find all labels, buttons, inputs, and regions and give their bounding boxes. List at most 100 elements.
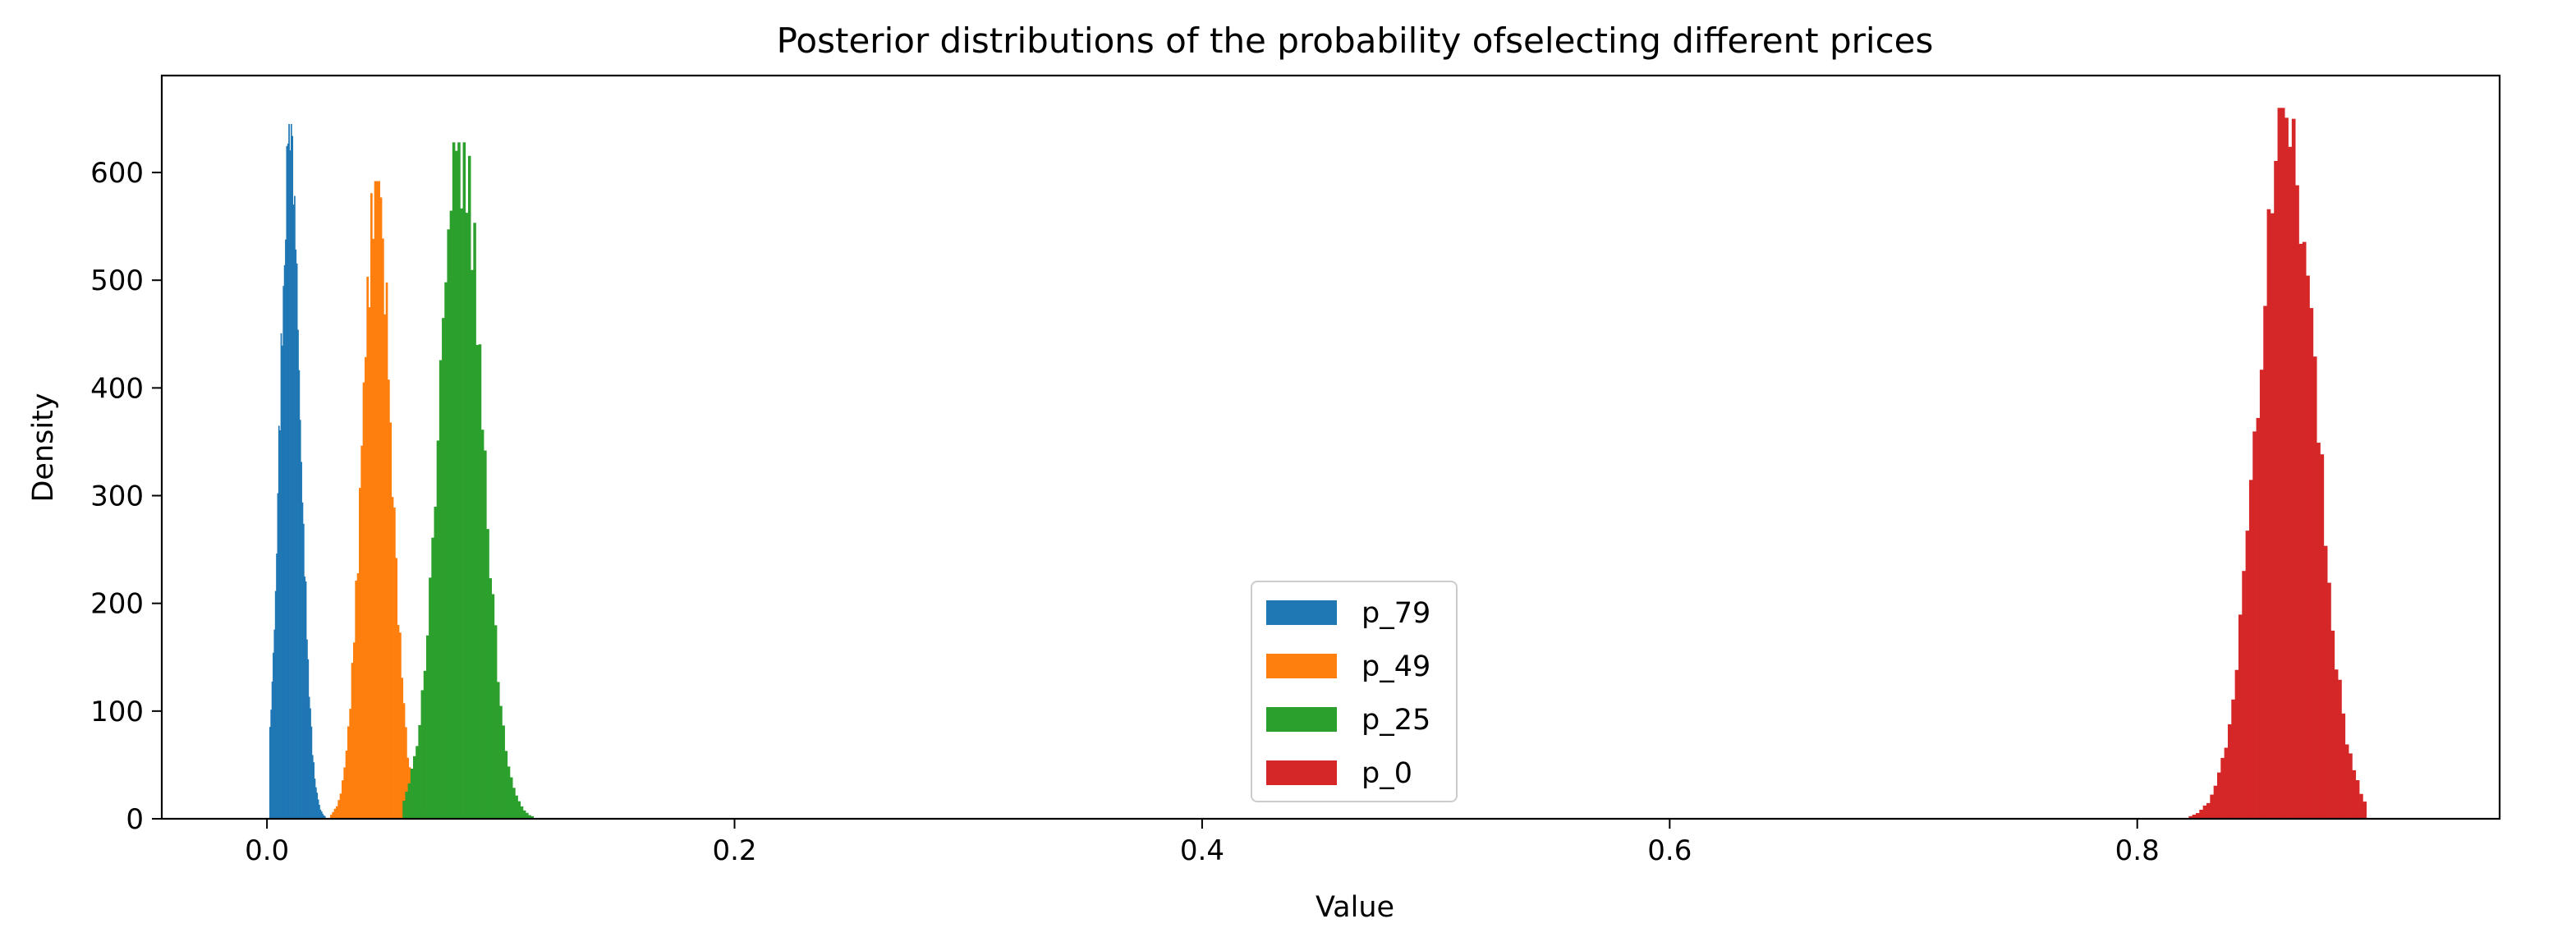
histogram-bar [310,708,311,819]
x-tick-label: 0.4 [1180,834,1224,867]
histogram-bar [526,812,529,819]
histogram-bar [504,751,508,819]
histogram-bar [269,727,271,819]
histogram-bar [2327,582,2331,819]
x-tick-label: 0.8 [2115,834,2160,867]
histogram-bar [512,788,516,819]
histogram-bar [507,766,511,819]
histogram-bar [339,793,342,819]
histogram-bar [356,573,360,819]
histogram-bar [282,286,285,819]
histogram-bar [434,506,438,819]
histogram-bar [382,238,384,819]
histogram-bar [502,725,505,819]
y-tick-label: 100 [90,696,144,728]
histogram-bar [314,779,316,819]
histogram-bar [301,502,304,819]
histogram-bar [2234,669,2239,819]
histogram-bar [349,709,352,819]
histogram-bar [292,204,295,819]
histogram-bar [379,197,383,819]
histogram-bar [489,578,493,819]
histogram-bar [2295,185,2299,819]
histogram-bar [395,558,398,819]
series-p0-bars [2188,108,2367,820]
histogram-bar [365,356,367,819]
histogram-bar [509,777,513,819]
histogram-bar [462,142,466,819]
histogram-bar [366,276,370,819]
histogram-bar [283,264,286,819]
histogram-bar [2349,753,2353,819]
histogram-bar [298,370,301,819]
histogram-bar [270,710,273,819]
histogram-bar [2291,118,2296,820]
histogram-bar [2341,713,2346,819]
histogram-bar [393,508,396,819]
histogram-bar [494,625,498,819]
histogram-bar [2270,213,2275,819]
histogram-bar [515,795,518,819]
histogram-bar [455,150,458,819]
histogram-bar [301,462,302,819]
histogram-bar [351,663,354,819]
histogram-bar [2206,802,2211,819]
legend-label-p79: p_79 [1361,597,1430,630]
histogram-bar [383,314,387,820]
histogram-bar [2256,417,2261,819]
y-tick-label: 0 [126,803,144,836]
histogram-bar [308,696,310,819]
histogram-bar [2309,308,2314,820]
histogram-bar [297,329,299,819]
histogram-bar [355,581,358,819]
histogram-bar [2202,805,2207,819]
histogram-bar [2192,814,2197,819]
histogram-bars [269,108,2367,820]
histogram-bar [278,425,280,819]
histogram-bar [374,181,377,820]
histogram-bar [302,523,305,819]
histogram-bar [378,181,381,820]
histogram-bar [478,344,482,819]
histogram-bar [362,382,365,819]
y-axis: 0 100 200 300 400 500 600 [90,157,162,836]
histogram-bar [457,142,461,819]
histogram-bar [279,430,281,819]
histogram-bar [2274,160,2278,819]
histogram-bar [429,577,432,819]
histogram-bar [423,670,427,819]
histogram-bar [324,815,326,819]
histogram-bar [497,682,500,819]
legend: p_79 p_49 p_25 p_0 [1251,581,1458,802]
histogram-bar [281,345,283,820]
histogram-bar [2213,785,2218,819]
histogram-bar [486,529,489,819]
histogram-bar [2334,669,2339,819]
x-tick-label: 0.0 [245,834,289,867]
histogram-bar [319,809,322,819]
histogram-bar [359,488,361,819]
x-axis-label: Value [1316,891,1394,924]
histogram-bar [2216,772,2221,819]
histogram-bar [290,124,292,819]
histogram-bar [473,223,476,819]
histogram-bar [401,678,404,819]
histogram-bar [402,801,406,819]
histogram-bar [465,213,469,819]
histogram-bar [347,726,350,819]
histogram-bar [425,635,429,819]
histogram-bar [2266,209,2271,819]
histogram-bar [2330,630,2335,819]
histogram-bar [452,142,456,819]
histogram-bar [2224,747,2229,819]
histogram-bar [316,792,319,819]
histogram-bar [2188,815,2193,819]
histogram-bar [337,800,340,819]
histogram-bar [467,155,471,820]
histogram-bar [385,283,388,819]
histogram-bar [2277,108,2282,820]
histogram-bar [287,143,289,820]
histogram-bar [2359,793,2363,819]
histogram-bar [329,815,333,819]
histogram-bar [442,318,445,819]
